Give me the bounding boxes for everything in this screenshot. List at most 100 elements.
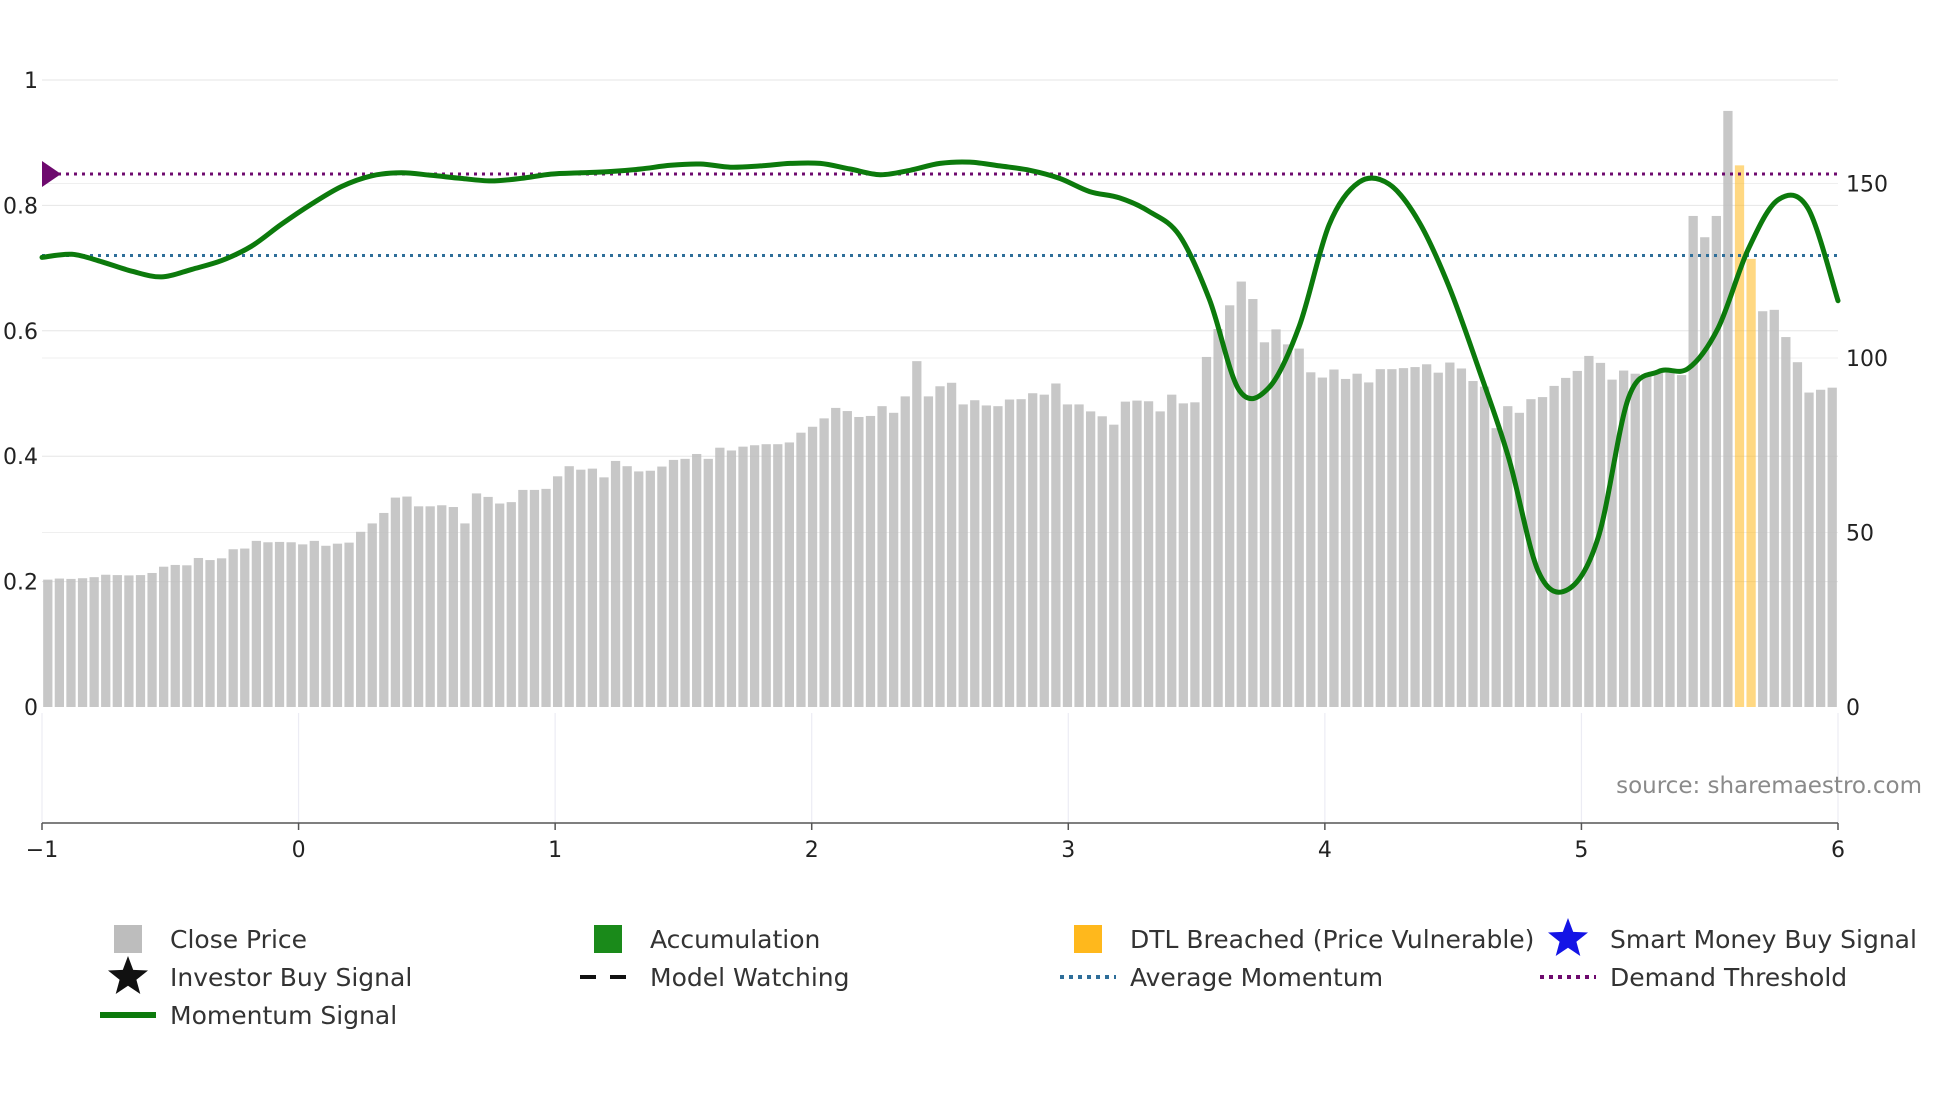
close-price-bar (1572, 370, 1582, 707)
x-tick-label: 5 (1574, 838, 1588, 863)
close-price-bar (1387, 369, 1397, 707)
close-price-bar (471, 493, 482, 707)
close-price-bar (1167, 394, 1177, 707)
close-price-bar (657, 466, 667, 707)
close-price-bar (622, 466, 632, 707)
close-price-bar (1688, 215, 1698, 707)
close-price-bar (831, 407, 841, 707)
close-price-bar (101, 574, 111, 707)
x-tick-label: 4 (1318, 838, 1332, 863)
dtl-breached-swatch (1074, 925, 1102, 953)
accumulation-swatch (594, 925, 622, 953)
y-tick-label: 0.6 (3, 320, 38, 345)
close-price-bar (993, 406, 1003, 707)
close-price-bar (1201, 356, 1212, 707)
close-price-bar (1537, 397, 1548, 707)
close-price-bar (135, 575, 146, 707)
close-price-bar (1827, 387, 1837, 707)
close-price-bar (1630, 373, 1640, 707)
close-price-bar (1051, 383, 1061, 707)
y-tick-label: 1 (24, 69, 38, 94)
legend-label-dtl-breached: DTL Breached (Price Vulnerable) (1130, 925, 1534, 954)
close-price-bar (773, 444, 783, 707)
close-price-bar (1491, 428, 1501, 707)
investor-star-icon (108, 956, 148, 994)
close-price-bar (425, 506, 435, 707)
close-price-bar (274, 541, 285, 707)
close-price-bar (946, 382, 957, 707)
close-price-bar (1016, 399, 1026, 707)
close-price-bar (981, 405, 991, 707)
close-price-bar (1259, 342, 1270, 707)
close-price-bar (1178, 403, 1188, 707)
close-price-bar (1213, 329, 1223, 707)
x-tick-label: 1 (548, 838, 562, 863)
close-price-bar (715, 447, 725, 707)
close-price-bar (854, 416, 864, 707)
close-price-bar (703, 458, 713, 707)
close-price-bar (958, 404, 968, 707)
close-price-bar (1143, 401, 1154, 707)
close-price-bar (112, 575, 122, 707)
close-price-bar (321, 545, 331, 707)
dtl-breached-bar (1734, 165, 1745, 708)
smart-money-star-icon (1548, 918, 1588, 956)
close-price-bar (1723, 110, 1733, 707)
y-tick-label: 0.2 (3, 571, 38, 596)
close-price-bar (599, 477, 609, 707)
legend-label-investor: Investor Buy Signal (170, 963, 412, 992)
close-price-bar (518, 489, 528, 707)
close-price-bar (390, 497, 401, 707)
close-price-bar (923, 396, 934, 707)
y-tick-label: 0.4 (3, 445, 38, 470)
legend-label-accumulation: Accumulation (650, 925, 820, 954)
close-price-bar (1758, 311, 1768, 707)
close-price-bar (89, 577, 99, 707)
close-price-bar (263, 542, 273, 707)
legend-label-demand-threshold: Demand Threshold (1610, 963, 1847, 992)
close-price-bar (1804, 392, 1814, 707)
close-price-bar (1665, 369, 1675, 707)
close-price-bar (1642, 374, 1652, 707)
close-price-bar (761, 444, 771, 707)
momentum-signal-line (39, 159, 1841, 595)
close-price-bar (1028, 393, 1038, 707)
close-price-bar (610, 460, 621, 707)
close-price-bar (251, 540, 261, 707)
close-price-bar (587, 468, 598, 707)
close-price-bar (1375, 369, 1385, 707)
dtl-breached-bar (1746, 258, 1756, 707)
close-price-bar (286, 542, 296, 707)
legend-label-momentum: Momentum Signal (170, 1001, 397, 1030)
x-tick-label: 6 (1831, 838, 1845, 863)
close-price-bar (159, 566, 169, 707)
x-tick-label: 2 (805, 838, 819, 863)
close-price-bar (1711, 215, 1721, 707)
legend-label-smart-money: Smart Money Buy Signal (1610, 925, 1917, 954)
close-price-bar (692, 453, 702, 707)
close-price-bar (912, 361, 922, 707)
legend: Close Price Accumulation DTL Breached (Pri… (100, 918, 1917, 1030)
close-price-bar (1294, 348, 1304, 707)
close-price-bar (564, 466, 574, 707)
close-price-bar (205, 560, 215, 707)
close-price-bar (1097, 416, 1107, 707)
source-label: source: sharemaestro.com (1616, 773, 1922, 799)
close-price-bar (1109, 424, 1119, 707)
close-price-bar (1004, 399, 1015, 707)
close-price-bar (1306, 372, 1316, 707)
close-price-bar (367, 523, 377, 707)
close-price-bar (807, 426, 818, 707)
close-price-bar (1815, 389, 1826, 707)
axes: −1 0 1 2 3 4 5 6 0 0.2 0.4 0.6 0.8 1 0 50 100 150 (3, 69, 1888, 863)
close-price-bar (1700, 237, 1710, 707)
close-price-bar (1225, 305, 1235, 707)
close-price-bar (228, 549, 238, 707)
close-price-bar (529, 489, 540, 707)
close-price-bar (1248, 299, 1258, 707)
close-price-bar (784, 442, 795, 707)
close-price-bar (1120, 401, 1131, 707)
close-price-bar (1364, 382, 1374, 707)
close-price-bar (1781, 337, 1791, 707)
close-price-bar (437, 505, 447, 707)
